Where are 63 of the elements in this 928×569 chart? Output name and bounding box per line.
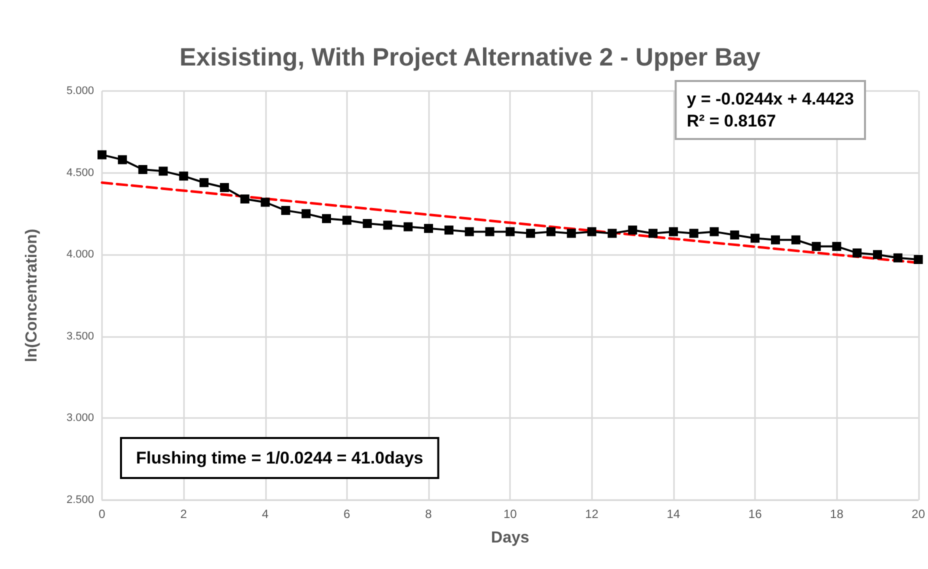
annotation: Flushing time = 1/0.0244 = 41.0days [136, 448, 424, 468]
point [873, 250, 882, 260]
x-tick-label: 18 [830, 507, 844, 521]
point [424, 224, 434, 233]
point [506, 227, 515, 236]
point [648, 228, 658, 238]
y-tick-label: 3.500 [66, 330, 94, 342]
x-tick-label: 20 [912, 507, 926, 521]
point [546, 227, 556, 236]
point [98, 150, 106, 160]
point [566, 228, 576, 238]
y-axis-title: ln(Concentration) [24, 228, 40, 362]
point [464, 227, 474, 236]
annotation: y = -0.0244x + 4.4423 R² = 0.8167 [686, 90, 854, 130]
x-tick-label: 0 [98, 507, 106, 521]
point [710, 227, 719, 236]
point [444, 226, 454, 235]
point [587, 227, 596, 236]
y-tick-label: 4.000 [66, 248, 94, 261]
point [322, 214, 331, 224]
point [812, 242, 821, 251]
x-tick-label: 16 [748, 507, 762, 521]
point [770, 235, 780, 244]
point [383, 220, 392, 230]
point [138, 165, 148, 174]
point [689, 228, 698, 238]
point [342, 216, 352, 225]
point [404, 222, 413, 232]
point [914, 255, 923, 264]
point [852, 248, 862, 258]
x-tick-label: 12 [585, 507, 599, 521]
point [893, 253, 902, 262]
x-tick-label: 14 [666, 507, 680, 521]
point [281, 206, 290, 215]
point [608, 228, 617, 238]
point [526, 228, 536, 238]
x-axis-title: Days [491, 530, 530, 546]
point [118, 155, 127, 164]
point [200, 178, 209, 188]
x-tick-label: 6 [344, 507, 351, 521]
x-tick-label: 4 [262, 507, 269, 521]
point [485, 227, 494, 236]
point [750, 234, 760, 243]
point [668, 227, 678, 236]
x-tick-label: 2 [180, 507, 188, 521]
chart-title: Exisisting, With Project Alternative 2 - Upper Bay [180, 44, 761, 72]
point [260, 198, 270, 207]
x-tick-label: 10 [503, 507, 518, 521]
y-tick-label: 2.500 [66, 494, 94, 506]
point [362, 219, 372, 228]
y-tick-label: 4.500 [66, 166, 94, 179]
point [791, 235, 800, 244]
x-tick-label: 8 [425, 507, 432, 521]
point [158, 166, 168, 176]
y-tick-label: 3.000 [66, 412, 94, 424]
point [240, 194, 250, 204]
point [730, 230, 740, 240]
point [220, 183, 229, 192]
point [628, 226, 638, 235]
y-tick-label: 5.000 [66, 85, 94, 97]
point [832, 242, 842, 251]
point [179, 172, 188, 181]
point [302, 209, 311, 218]
